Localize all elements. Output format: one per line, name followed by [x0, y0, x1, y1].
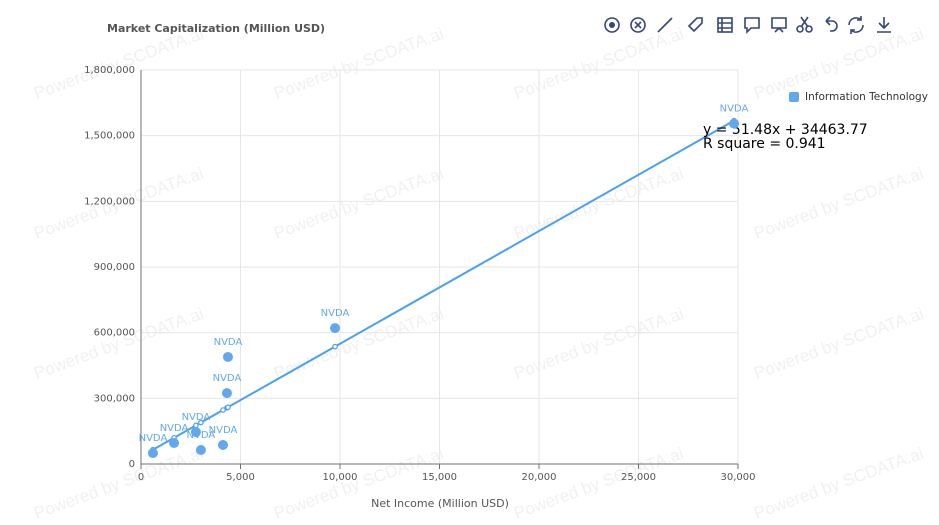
point-label: NVDA: [160, 423, 189, 434]
point: [221, 388, 232, 399]
point: [330, 323, 341, 334]
y-tick-label: 0: [129, 459, 135, 470]
x-axis-title: Net Income (Million USD): [371, 497, 509, 510]
x-tick-label: 5,000: [226, 472, 255, 483]
watermark: Powered by SCDATA.ai: [511, 444, 686, 523]
y-tick-label: 900,000: [94, 262, 135, 273]
watermark: Powered by SCDATA.ai: [511, 24, 686, 103]
watermark: Powered by SCDATA.ai: [751, 164, 926, 243]
x-tick-label: 15,000: [422, 472, 457, 483]
tool-icon[interactable]: [687, 17, 703, 33]
tool-icon[interactable]: [825, 16, 838, 32]
watermark: Powered by SCDATA.ai: [271, 304, 446, 383]
point-label: NVDA: [187, 430, 216, 441]
tool-icon[interactable]: [796, 16, 813, 33]
legend-label: Information Technology: [805, 91, 928, 103]
x-tick-label: 20,000: [522, 472, 557, 483]
x-tick-label: 25,000: [621, 472, 656, 483]
y-tick-label: 1,800,000: [84, 65, 135, 76]
trend-point: [193, 422, 199, 429]
watermark: Powered by SCDATA.ai: [751, 444, 926, 523]
point-label: NVDA: [213, 373, 242, 384]
tool-icon[interactable]: [771, 17, 787, 33]
regression-equation: y = 51.48x + 34463.77: [703, 122, 868, 138]
point: [729, 118, 740, 129]
trend-point: [225, 404, 231, 411]
point-label: NVDA: [321, 308, 350, 319]
toolbar: [604, 16, 891, 34]
point: [147, 448, 158, 459]
watermark: Powered by SCDATA.ai: [31, 304, 206, 383]
chart-title: Market Capitalization (Million USD): [107, 22, 325, 35]
y-tick-label: 1,200,000: [84, 196, 135, 207]
point-label: NVDA: [720, 104, 749, 115]
trend-point: [198, 419, 204, 426]
trend-line: [152, 119, 735, 451]
legend-swatch: [789, 92, 799, 102]
point-label: NVDA: [209, 425, 238, 436]
watermark: Powered by SCDATA.ai: [31, 24, 206, 103]
tool-icon[interactable]: [848, 16, 864, 34]
point: [190, 427, 201, 438]
watermark: Powered by SCDATA.ai: [751, 304, 926, 383]
trend-point: [220, 407, 226, 413]
y-tick-label: 600,000: [94, 328, 135, 339]
tool-icon[interactable]: [717, 17, 733, 33]
tool-icon[interactable]: [744, 17, 760, 34]
x-tick-label: 10,000: [323, 472, 358, 483]
point-label: NVDA: [182, 412, 211, 423]
point-label: NVDA: [214, 337, 243, 348]
point: [217, 439, 228, 450]
regression-r-square: R square = 0.941: [703, 136, 826, 152]
tool-icon[interactable]: [604, 17, 620, 33]
point: [169, 437, 180, 448]
x-tick-label: 30,000: [721, 472, 756, 483]
x-tick-label: 0: [138, 472, 144, 483]
trend-point: [332, 343, 338, 350]
tool-icon[interactable]: [630, 17, 646, 33]
watermark: Powered by SCDATA.ai: [511, 304, 686, 383]
point-label: NVDA: [139, 433, 168, 444]
y-tick-label: 300,000: [94, 393, 135, 404]
tool-icon[interactable]: [877, 17, 891, 33]
tool-icon[interactable]: [657, 17, 673, 33]
y-tick-label: 1,500,000: [84, 131, 135, 142]
watermark: Powered by SCDATA.ai: [271, 24, 446, 103]
point: [222, 351, 233, 362]
point: [195, 444, 206, 455]
watermark: Powered by SCDATA.ai: [271, 164, 446, 243]
watermark: Powered by SCDATA.ai: [31, 444, 206, 523]
watermark: Powered by SCDATA.ai: [271, 444, 446, 523]
